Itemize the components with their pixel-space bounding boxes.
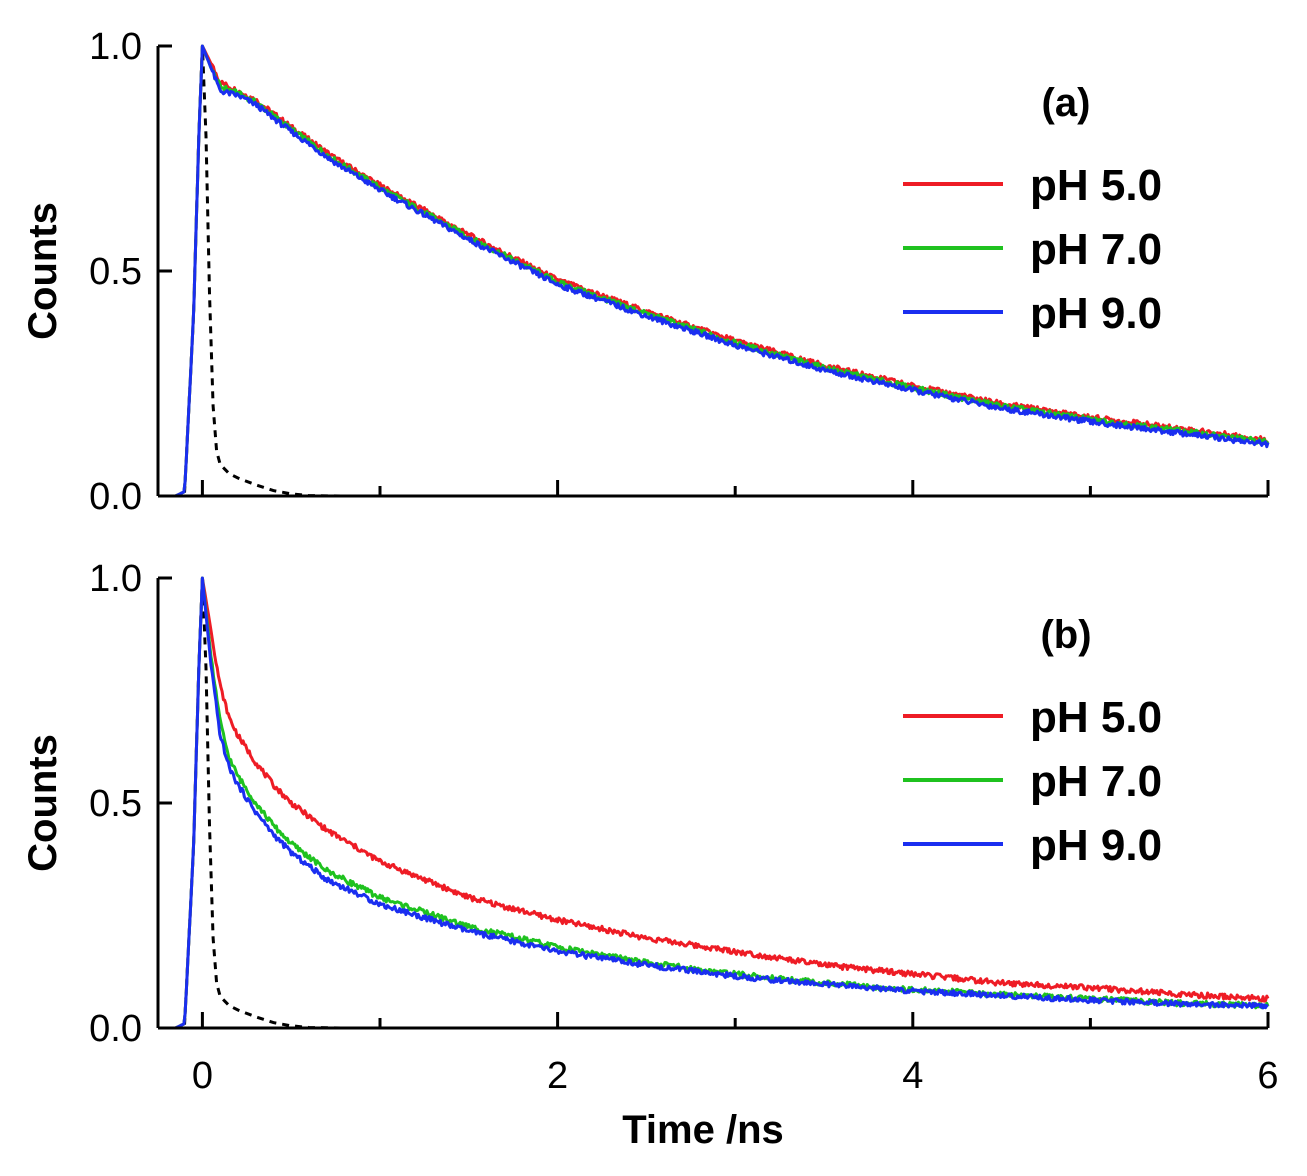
- x-axis-title: Time /ns: [622, 1108, 784, 1152]
- panel-b: 0.0 0.5 1.0 0 2 4 6 Counts Time /ns (b) …: [21, 558, 1279, 1152]
- panel-a-y-tick-label: 1.0: [89, 26, 142, 68]
- panel-b-x-tick-label: 2: [547, 1055, 568, 1097]
- legend-label-ph9: pH 9.0: [1030, 289, 1162, 338]
- panel-b-x-tick-label: 4: [902, 1055, 923, 1097]
- panel-a-y-tick-label: 0.0: [89, 476, 142, 518]
- panel-a-label: (a): [1042, 81, 1091, 125]
- panel-b-y-tick-label: 0.5: [89, 783, 142, 825]
- legend-label-ph5: pH 5.0: [1030, 161, 1162, 210]
- series-90-line: [157, 576, 1269, 1030]
- panel-a-y-tick-label: 0.5: [89, 251, 142, 293]
- panel-a: 0.0 0.5 1.0 Counts (a) pH 5.0 pH 7.0 pH …: [21, 26, 1270, 518]
- legend-label-ph7: pH 7.0: [1030, 757, 1162, 806]
- panel-b-x-tick-label: 6: [1257, 1055, 1278, 1097]
- panel-b-y-axis-title: Counts: [21, 734, 65, 872]
- legend-label-ph7: pH 7.0: [1030, 225, 1162, 274]
- series-50-line: [157, 576, 1270, 1030]
- panel-a-legend: pH 5.0 pH 7.0 pH 9.0: [903, 161, 1162, 338]
- legend-label-ph9: pH 9.0: [1030, 821, 1162, 870]
- panel-b-label: (b): [1040, 613, 1091, 657]
- panel-a-y-axis-title: Counts: [21, 202, 65, 340]
- series-90-line: [157, 44, 1270, 498]
- legend-label-ph5: pH 5.0: [1030, 693, 1162, 742]
- panel-b-y-tick-label: 0.0: [89, 1008, 142, 1050]
- panel-b-y-tick-label: 1.0: [89, 558, 142, 600]
- panel-b-x-tick-label: 0: [192, 1055, 213, 1097]
- panel-b-legend: pH 5.0 pH 7.0 pH 9.0: [903, 693, 1162, 870]
